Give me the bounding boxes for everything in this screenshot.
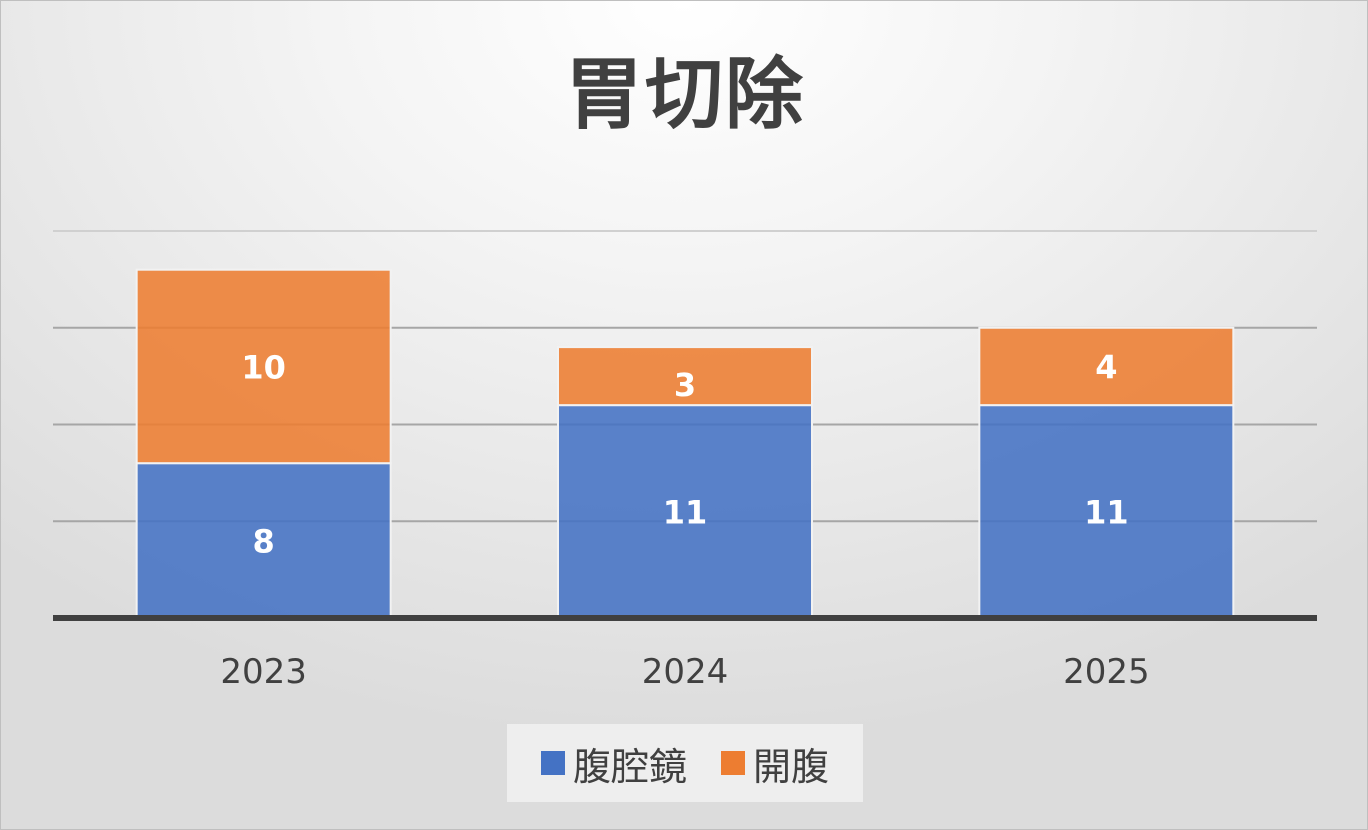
bar-open-2024 (557, 346, 813, 407)
data-label: 11 (1084, 494, 1129, 532)
legend: 腹腔鏡 開腹 (507, 724, 863, 802)
legend-label-laparoscopic: 腹腔鏡 (572, 744, 687, 789)
data-label: 4 (1095, 348, 1117, 386)
bar-laparoscopic-2024 (557, 404, 813, 619)
legend-item-laparoscopic: 腹腔鏡 (540, 736, 687, 791)
x-tick-label: 2023 (220, 652, 307, 692)
x-tick-label: 2024 (642, 652, 729, 692)
chart-title: 胃切除 (564, 50, 805, 140)
x-tick-label: 2025 (1063, 652, 1150, 692)
bar-laparoscopic-2025 (978, 404, 1235, 619)
data-label: 11 (663, 494, 708, 532)
legend-swatch-laparoscopic (540, 751, 565, 775)
legend-label-open: 開腹 (753, 744, 830, 789)
data-label: 3 (674, 366, 696, 404)
plot-area: 8 10 2023 11 3 2024 11 4 2025 (53, 230, 1317, 692)
data-label: 8 (253, 523, 275, 561)
bar-open-2025 (978, 326, 1235, 407)
legend-item-open: 開腹 (721, 736, 829, 791)
legend-swatch-open (721, 751, 745, 775)
data-label: 10 (241, 348, 286, 386)
bar-open-2023 (135, 268, 392, 465)
